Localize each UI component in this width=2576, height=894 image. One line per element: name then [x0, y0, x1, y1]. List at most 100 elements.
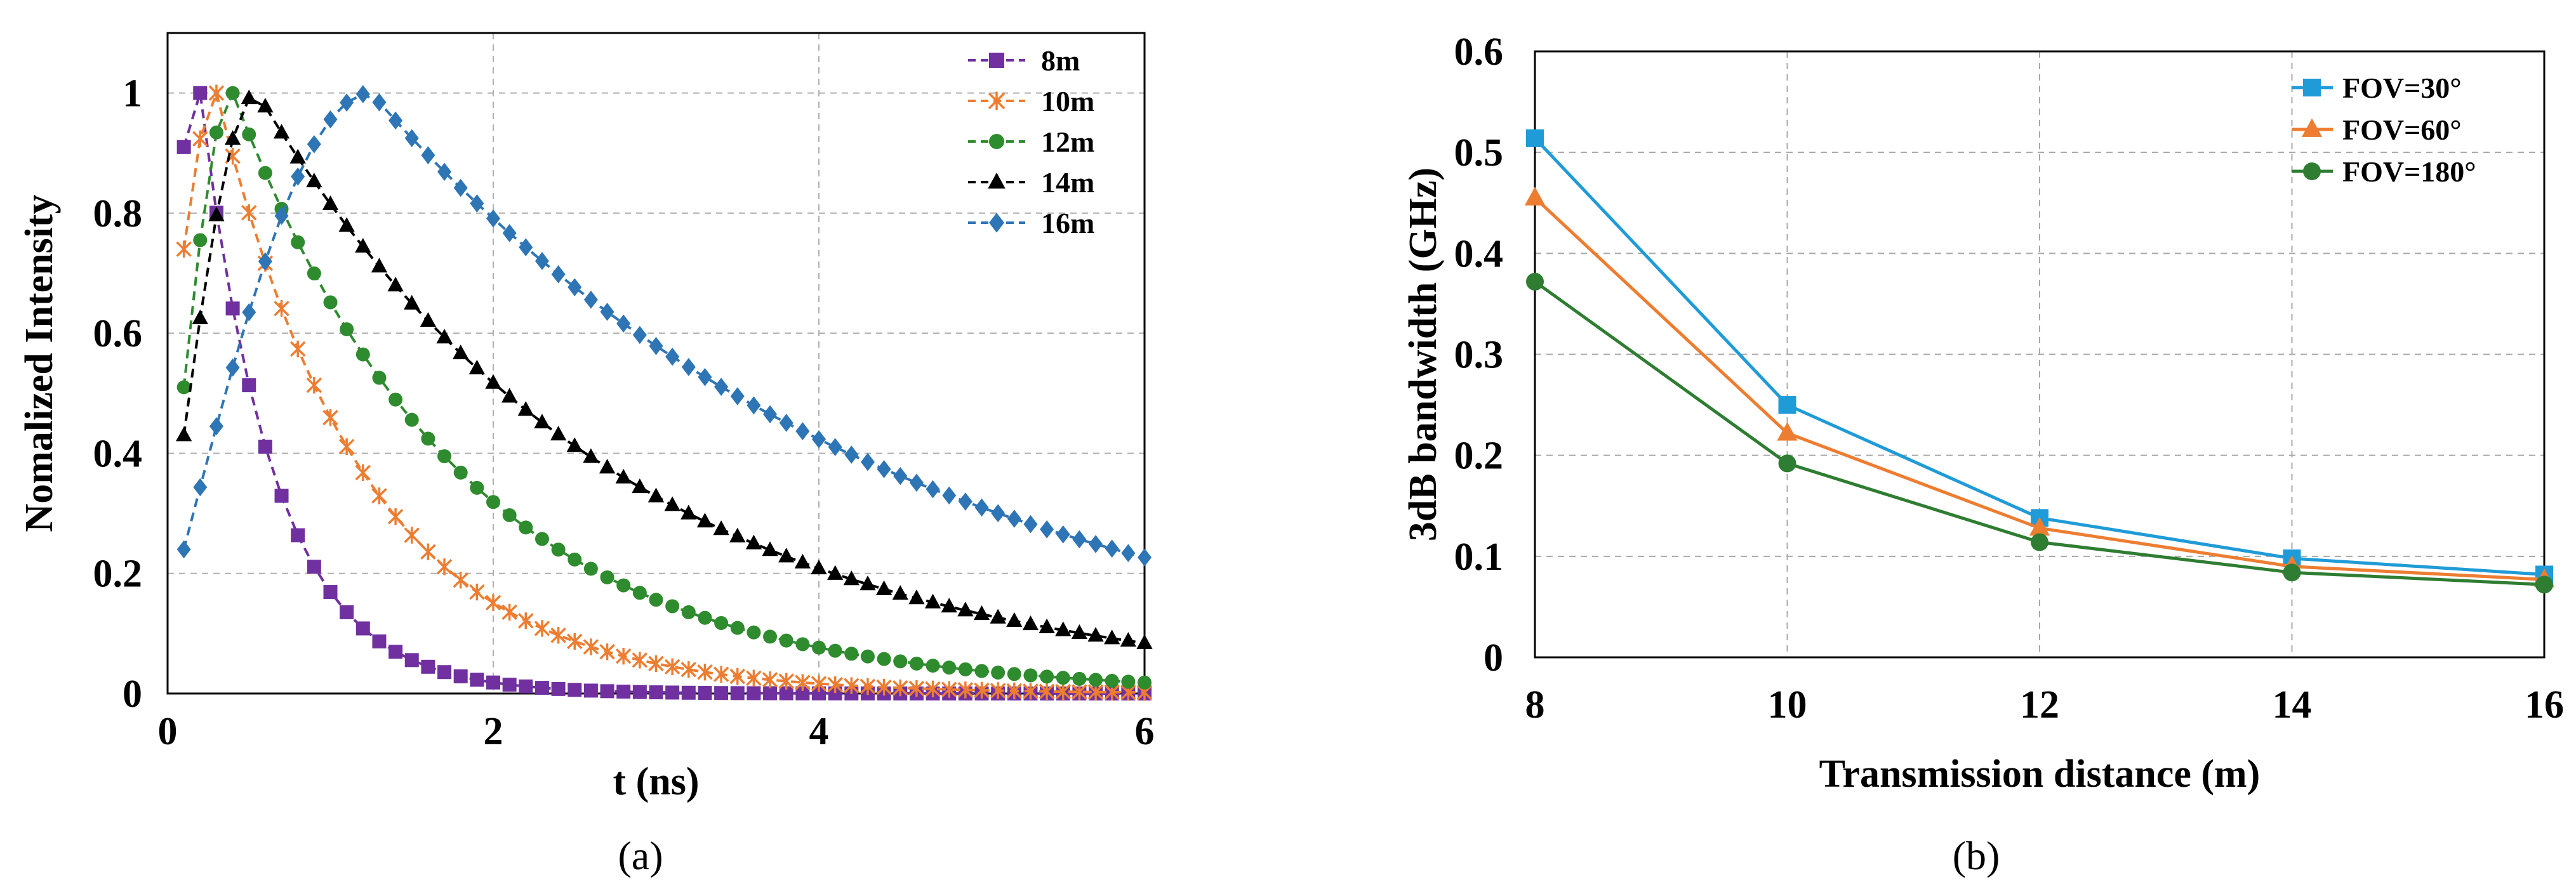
data-point-14m [745, 534, 762, 549]
data-point-10m [599, 643, 615, 661]
data-point-12m [958, 662, 973, 676]
data-point-16m [698, 368, 712, 386]
data-point-16m [795, 422, 810, 440]
data-point-16m [616, 314, 631, 333]
data-point-16m [779, 414, 793, 432]
data-point-10m [176, 240, 192, 258]
data-point-14m [615, 468, 632, 484]
y-tick-label: 0 [123, 673, 142, 716]
data-point-8m [193, 86, 208, 100]
data-point-16m [681, 358, 696, 376]
y-tick-label: 0.2 [93, 553, 143, 596]
data-point-14m [176, 426, 192, 442]
data-point-12m [242, 127, 256, 141]
data-point-FOV=60° [2029, 516, 2050, 536]
data-point-14m [973, 605, 990, 621]
data-point-10m [1023, 683, 1039, 700]
data-point-16m [274, 206, 289, 225]
data-point-10m [908, 680, 925, 697]
data-point-16m [502, 224, 517, 242]
data-point-14m [468, 359, 485, 375]
y-tick-label: 0.6 [1454, 30, 1504, 74]
data-point-12m [763, 629, 778, 644]
data-point-12m [616, 578, 631, 593]
legend-label: 8m [1041, 44, 1080, 77]
data-point-10m [827, 676, 843, 694]
x-tick-label: 4 [809, 710, 829, 753]
data-point-8m [779, 686, 793, 700]
data-point-16m [242, 303, 256, 322]
data-point-10m [811, 675, 827, 692]
data-point-14m [875, 580, 893, 595]
data-point-16m [909, 473, 924, 492]
data-point-16m [828, 438, 842, 456]
data-point-16m [307, 135, 321, 154]
data-point-16m [404, 129, 419, 148]
legend-marker-8m [989, 53, 1004, 68]
data-point-12m [730, 621, 745, 635]
data-point-10m [567, 633, 583, 650]
data-point-16m [1023, 515, 1038, 534]
data-point-16m [1056, 525, 1070, 544]
panel-caption: (b) [1953, 833, 2000, 878]
data-point-8m [519, 679, 533, 694]
data-point-14m [583, 448, 599, 463]
data-point-FOV=60° [1524, 187, 1546, 206]
y-tick-label: 0.4 [93, 432, 143, 475]
data-point-14m [713, 520, 729, 536]
data-point-12m [568, 552, 582, 567]
data-point-12m [1138, 675, 1152, 690]
data-point-12m [860, 649, 875, 664]
y-tick-label: 0.8 [93, 192, 143, 235]
data-point-14m [1087, 627, 1104, 642]
data-point-14m [289, 148, 306, 164]
data-point-8m [274, 489, 289, 503]
y-axis-label: Nomalized Intensity [18, 194, 61, 532]
data-point-10m [632, 652, 648, 669]
data-point-16m [355, 85, 370, 103]
data-point-8m [665, 685, 680, 700]
data-point-14m [843, 570, 860, 586]
data-point-12m [1007, 667, 1021, 681]
data-point-12m [225, 86, 240, 100]
data-point-8m [388, 645, 403, 659]
data-point-14m [941, 598, 957, 613]
y-tick-label: 0.6 [93, 312, 143, 355]
data-point-8m [568, 683, 582, 697]
data-point-14m [794, 553, 811, 569]
legend-label: 14m [1041, 166, 1094, 199]
data-point-8m [355, 621, 370, 636]
data-point-14m [957, 601, 974, 617]
x-tick-label: 2 [484, 710, 503, 753]
data-point-12m [307, 266, 321, 280]
data-point-10m [534, 620, 550, 637]
y-tick-label: 0 [1484, 636, 1503, 680]
chart-a: 0 0.2 0.4 0.6 0.8 1 0 2 4 6 8m 10m 12m 14m 16m t (ns) No… [18, 32, 1155, 878]
data-point-8m [632, 685, 647, 699]
data-point-8m [551, 681, 566, 696]
data-point-10m [762, 671, 778, 688]
data-point-14m [338, 217, 355, 232]
data-point-8m [730, 686, 745, 700]
data-point-12m [502, 508, 517, 523]
data-point-12m [665, 599, 680, 614]
data-point-16m [551, 265, 566, 284]
data-point-14m [404, 294, 420, 310]
data-point-14m [453, 345, 469, 360]
legend-label: FOV=30° [2342, 72, 2462, 104]
data-point-10m [860, 678, 876, 695]
data-point-FOV=30° [1778, 396, 1796, 414]
plot-area-a [168, 33, 1145, 694]
data-point-10m [893, 679, 908, 697]
data-point-8m [714, 686, 729, 700]
data-point-10m [746, 669, 762, 687]
data-point-16m [877, 460, 891, 478]
data-point-10m [876, 678, 892, 696]
data-point-16m [600, 303, 614, 321]
data-point-16m [1007, 509, 1021, 528]
data-point-10m [420, 543, 436, 560]
data-point-8m [502, 678, 517, 692]
data-point-16m [893, 466, 908, 485]
data-point-10m [1006, 682, 1023, 700]
data-point-14m [924, 593, 941, 608]
